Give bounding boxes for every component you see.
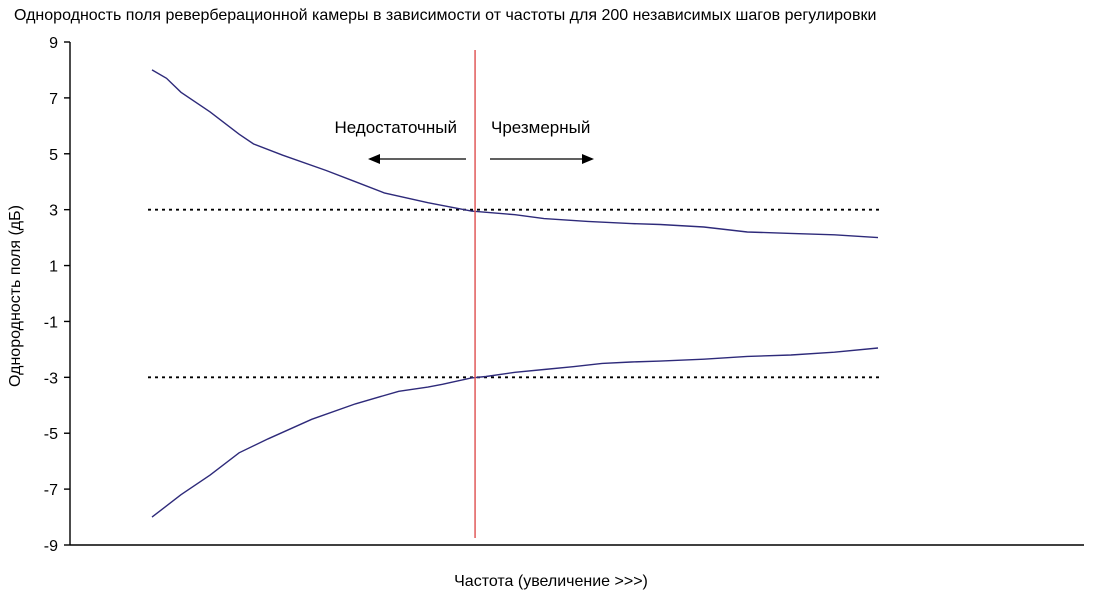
x-axis-label: Частота (увеличение >>>) [454, 573, 648, 590]
y-tick-label: 5 [49, 147, 58, 164]
reference-lines [148, 208, 880, 379]
y-tick-label: 1 [49, 259, 58, 276]
y-axis-label: Однородность поля (дБ) [7, 205, 24, 387]
annotation-excessive: Чрезмерный [491, 118, 590, 137]
series-line-lower [151, 347, 879, 518]
annotation-insufficient: Недостаточный [334, 118, 457, 137]
y-tick-label: -5 [44, 426, 58, 443]
y-tick-label: 3 [49, 203, 58, 220]
y-tick-label: 9 [49, 35, 58, 52]
y-tick-label: 7 [49, 91, 58, 108]
y-tick-label: -7 [44, 482, 58, 499]
series-line-upper [151, 69, 879, 239]
series-group [151, 69, 879, 518]
y-ticks: 9 7 5 3 1 -1 -3 -5 -7 -9 [44, 35, 70, 555]
chart-title: Однородность поля реверберационной камер… [14, 7, 876, 24]
y-tick-label: -3 [44, 370, 58, 387]
y-tick-label: -9 [44, 538, 58, 555]
y-tick-label: -1 [44, 314, 58, 331]
